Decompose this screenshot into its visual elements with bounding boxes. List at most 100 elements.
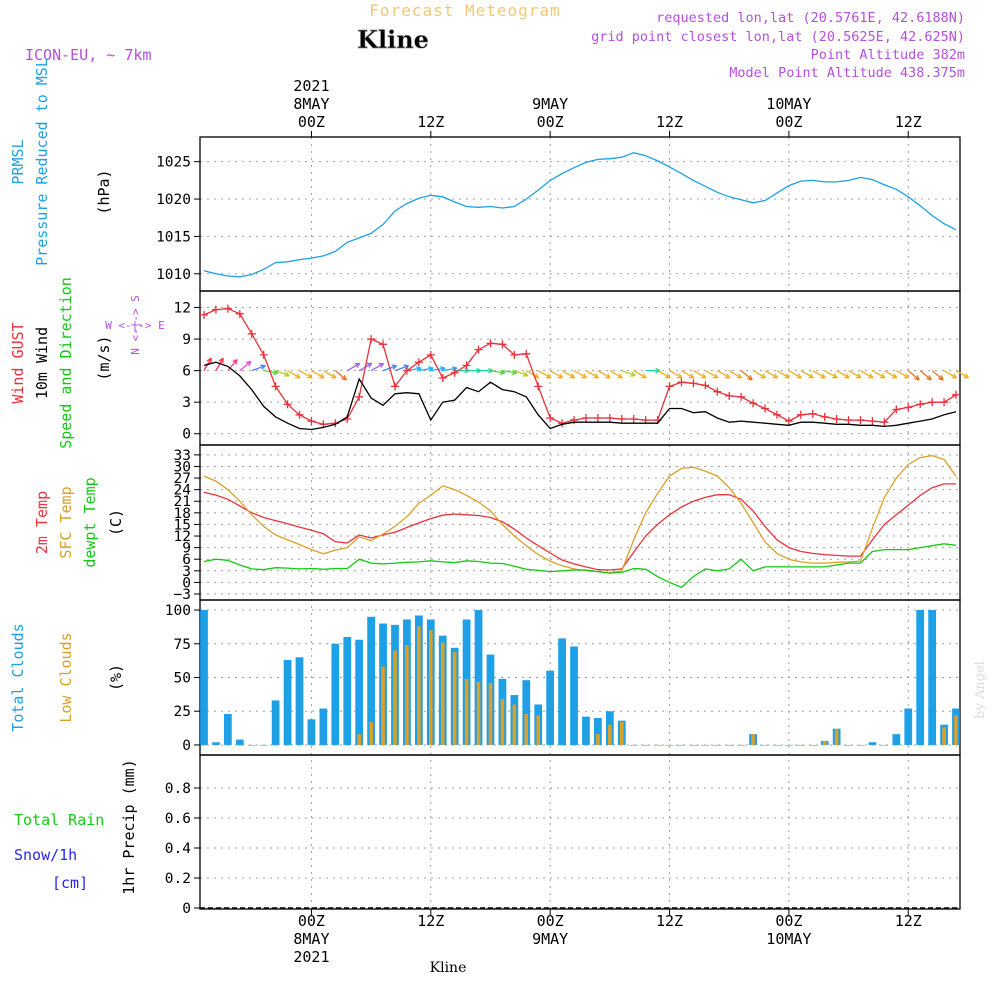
bar-low-clouds xyxy=(715,744,720,746)
panel-labels: Total Clouds Low Clouds (%) xyxy=(9,623,125,731)
wind-arrow-head xyxy=(416,366,422,372)
bar-low-clouds xyxy=(727,744,731,746)
wind-arrow xyxy=(370,362,384,372)
info-line-3: Point Altitude 382m xyxy=(811,47,965,63)
wind-arrow-head xyxy=(557,373,564,379)
wind-arrow-head xyxy=(772,373,779,379)
gust-marker xyxy=(581,413,590,422)
wind-arrow xyxy=(418,367,434,372)
bar-low-clouds xyxy=(214,744,218,746)
wind-arrow xyxy=(609,370,623,379)
bar-low-clouds xyxy=(309,744,314,746)
bar-total-clouds xyxy=(904,708,913,745)
gust-marker xyxy=(534,382,543,391)
bars-low-clouds xyxy=(202,626,958,746)
wind-arrow xyxy=(848,370,862,379)
credit-label: by Angel xyxy=(973,661,988,719)
bar-low-clouds xyxy=(954,715,958,745)
bar-total-clouds xyxy=(212,742,220,745)
wind-arrow-head xyxy=(378,362,385,368)
y-tick-label: 0 xyxy=(182,575,191,591)
gust-marker xyxy=(283,400,292,409)
bar-low-clouds xyxy=(822,740,827,745)
wind-arrow-head xyxy=(641,373,647,379)
wind-arrow xyxy=(227,359,238,372)
wind-arrow-head xyxy=(232,359,238,365)
wind-arrow-head xyxy=(617,373,623,379)
panel-precip: 0 0.2 0.4 0.6 0.8 1hr Precip (mm) Total Rain Sn… xyxy=(14,754,961,917)
bar-low-clouds xyxy=(631,744,636,746)
bar-total-clouds xyxy=(271,700,280,745)
wind-arrow-head xyxy=(306,373,313,379)
gust-marker xyxy=(940,398,949,407)
wind-arrow xyxy=(514,370,529,377)
wind-arrow xyxy=(346,362,361,372)
top-time-label-line: 00Z xyxy=(537,113,564,131)
bar-low-clouds xyxy=(882,744,887,746)
wind-arrow-head xyxy=(581,373,588,379)
bar-total-clouds xyxy=(546,670,555,745)
wind-arrow-head xyxy=(665,373,671,379)
gust-marker xyxy=(486,339,495,348)
bar-low-clouds xyxy=(906,744,911,746)
bar-total-clouds xyxy=(928,610,937,745)
gust-marker xyxy=(223,304,232,313)
wind-arrow xyxy=(669,370,683,379)
bottom-time-label-line: 00Z xyxy=(775,912,802,930)
top-time-label-line: 2021 xyxy=(293,77,329,95)
top-time-label-line: 12Z xyxy=(656,113,683,131)
panel-label: PRMSL xyxy=(9,139,27,184)
bar-low-clouds xyxy=(930,744,934,746)
bar-low-clouds xyxy=(751,734,755,745)
panel-label: SFC Temp xyxy=(57,486,75,558)
panel-label: (hPa) xyxy=(95,169,113,214)
bar-low-clouds xyxy=(846,744,851,746)
top-time-label: 12Z xyxy=(656,113,683,137)
wind-arrow-head xyxy=(903,373,910,379)
gust-marker xyxy=(295,410,304,419)
y-tick-label: 3 xyxy=(182,564,191,580)
gust-marker xyxy=(928,398,937,407)
bottom-time-label-line: 12Z xyxy=(417,912,444,930)
y-tick-label: 12 xyxy=(174,529,191,545)
bar-low-clouds xyxy=(226,744,230,746)
wind-arrow-head xyxy=(366,362,373,368)
bottom-location-label: Kline xyxy=(430,960,467,976)
series-dewpt-temp xyxy=(203,543,957,589)
wind-arrow xyxy=(931,370,944,381)
panel-clouds: 0 25 50 75 100 Total Clouds Low Clouds (%) xyxy=(9,599,961,756)
gust-marker xyxy=(844,416,853,425)
gust-marker xyxy=(474,345,483,354)
location-title: Kline xyxy=(357,25,429,54)
bar-low-clouds xyxy=(440,642,445,745)
wind-arrow-head xyxy=(844,373,850,379)
bar-low-clouds xyxy=(572,744,576,746)
model-label: ICON-EU, ~ 7km xyxy=(25,46,151,64)
bar-total-clouds xyxy=(594,717,602,745)
wind-arrow-head xyxy=(272,369,279,376)
top-time-label-line: 12Z xyxy=(895,113,922,131)
bar-low-clouds xyxy=(285,744,290,746)
wind-arrow xyxy=(299,370,313,379)
wind-arrow-head xyxy=(341,375,347,381)
gust-marker xyxy=(617,415,626,424)
gust-marker xyxy=(916,400,925,409)
gust-marker xyxy=(247,329,256,338)
series-line-10m-wind xyxy=(203,361,957,431)
panel-pressure: 1010 1015 1020 1025 PRMSL Pressure Reduced to… xyxy=(9,58,961,292)
wind-arrow xyxy=(907,370,920,381)
gust-marker xyxy=(200,310,208,319)
bar-low-clouds xyxy=(655,744,660,746)
bar-low-clouds xyxy=(381,666,385,745)
bar-low-clouds xyxy=(357,734,361,745)
bottom-time-label-line: 00Z xyxy=(537,912,564,930)
bar-low-clouds xyxy=(273,744,278,746)
wind-arrow-head xyxy=(218,357,224,364)
gust-marker xyxy=(211,305,220,314)
gust-marker xyxy=(796,410,805,419)
wind-arrow xyxy=(394,365,409,372)
